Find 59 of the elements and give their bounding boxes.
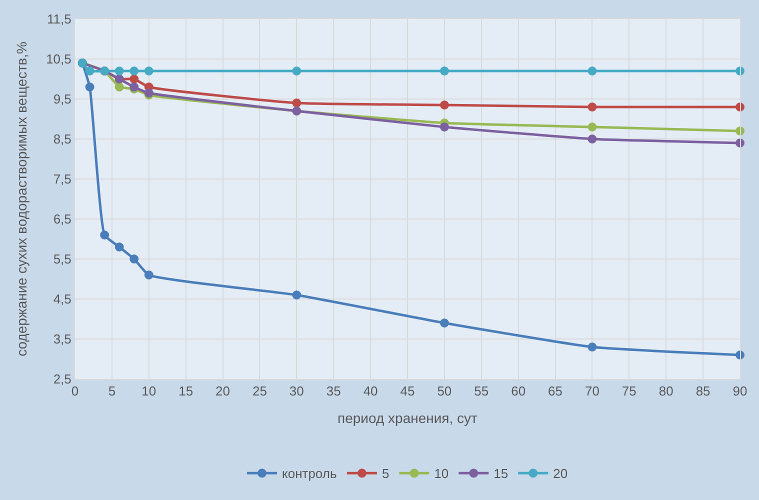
x-tick-label: 45 xyxy=(400,384,415,399)
point xyxy=(440,100,449,110)
y-tick-label: 4,5 xyxy=(53,292,72,307)
point xyxy=(292,66,302,76)
point xyxy=(440,122,449,132)
point xyxy=(130,254,139,264)
x-tick-label: 10 xyxy=(142,384,156,399)
legend-label: контроль xyxy=(282,466,337,482)
x-axis-title: период хранения, сут xyxy=(338,410,478,426)
x-tick-label: 65 xyxy=(548,384,563,399)
point xyxy=(588,342,597,352)
x-tick-label: 90 xyxy=(732,384,748,399)
point xyxy=(144,66,154,76)
point xyxy=(114,242,124,252)
y-tick-label: 11,5 xyxy=(47,12,72,27)
point xyxy=(588,122,597,132)
y-tick-label: 6,5 xyxy=(53,212,72,227)
point xyxy=(292,290,302,300)
x-tick-label: 80 xyxy=(658,384,674,399)
y-tick-label: 7,5 xyxy=(53,172,72,187)
x-tick-label: 35 xyxy=(326,384,341,399)
legend-label: 20 xyxy=(553,466,568,482)
point xyxy=(100,230,110,240)
legend-label: 10 xyxy=(434,466,449,482)
x-tick-label: 25 xyxy=(252,384,267,399)
y-tick-label: 9,5 xyxy=(53,92,72,107)
point xyxy=(588,66,597,76)
y-tick-label: 8,5 xyxy=(53,132,72,147)
x-tick-label: 50 xyxy=(437,384,452,399)
x-tick-label: 70 xyxy=(584,384,600,399)
point xyxy=(85,66,94,76)
x-tick-label: 85 xyxy=(696,384,710,399)
point xyxy=(588,102,597,112)
point xyxy=(588,134,597,144)
y-tick-label: 3,5 xyxy=(53,332,72,347)
y-tick-label: 10,5 xyxy=(46,52,72,67)
legend-label: 15 xyxy=(494,466,508,482)
point xyxy=(292,98,302,108)
y-tick-label: 5,5 xyxy=(53,252,72,267)
point xyxy=(114,66,124,76)
point xyxy=(144,270,154,280)
x-tick-label: 0 xyxy=(71,384,79,399)
x-tick-label: 75 xyxy=(622,384,636,399)
legend-label: 5 xyxy=(382,466,390,482)
point xyxy=(130,66,139,76)
point xyxy=(130,74,139,84)
point xyxy=(440,66,449,76)
x-tick-label: 60 xyxy=(511,384,526,399)
point xyxy=(440,318,449,328)
x-tick-label: 15 xyxy=(178,384,194,399)
y-tick-label: 2,5 xyxy=(53,372,72,387)
x-tick-label: 5 xyxy=(108,384,116,399)
point xyxy=(85,82,94,92)
point xyxy=(114,82,124,92)
x-tick-label: 40 xyxy=(363,384,378,399)
x-tick-label: 55 xyxy=(474,384,489,399)
y-axis-title: содержание сухих водорастворимых веществ,% xyxy=(14,42,30,356)
x-tick-label: 20 xyxy=(216,384,230,399)
x-tick-label: 30 xyxy=(289,384,304,399)
